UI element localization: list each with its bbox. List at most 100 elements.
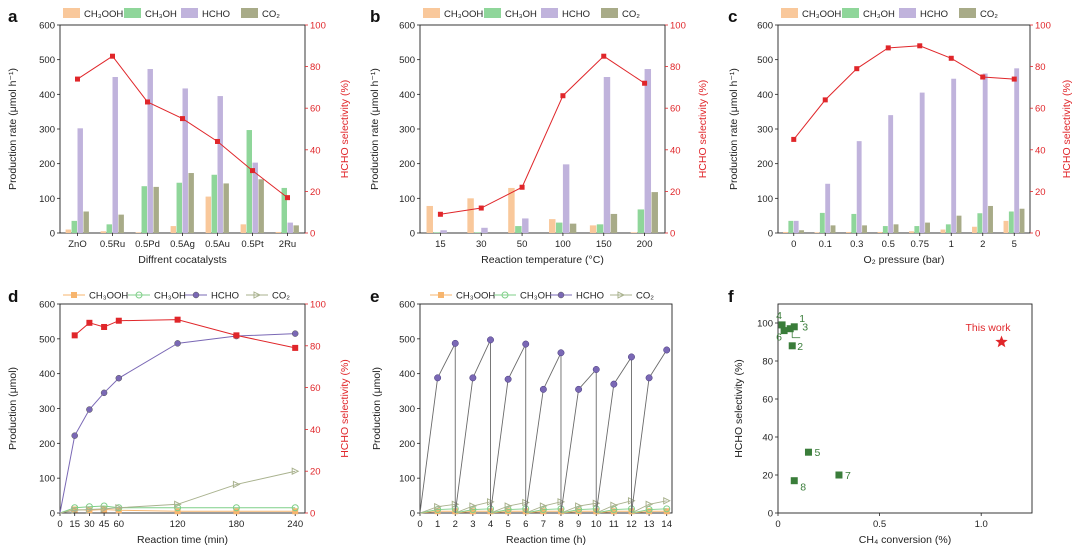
- panel-e-ch3oh-point: [663, 505, 671, 513]
- panel-a-xtick-label: 0.5Pt: [241, 239, 264, 250]
- panel-b-xlabel: Reaction temperature (°C): [481, 254, 604, 266]
- panel-e-hcho-line: [490, 343, 527, 514]
- panel-f-ytick-label: 20: [762, 471, 773, 482]
- panel-e-ytick-label: 500: [399, 334, 415, 345]
- panel-e-ytick-label: 0: [410, 509, 415, 520]
- panel-a-bar: [205, 196, 212, 233]
- panel-e-ch3ooh-point: [575, 508, 582, 515]
- panel-c-xtick-label: 0.1: [819, 239, 832, 250]
- panel-b-y2tick-label: 100: [670, 21, 686, 32]
- panel-e-xtick-label: 0: [417, 519, 422, 530]
- panel-d-selectivity-point: [174, 316, 181, 323]
- panel-c-bar: [925, 222, 930, 233]
- panel-e-hcho-marker: [592, 366, 600, 373]
- panel-e-letter: e: [370, 287, 379, 306]
- panel-d-series-point: [291, 467, 300, 476]
- panel-d-xtick-label: 240: [287, 519, 303, 530]
- panel-f-point-label: 8: [800, 482, 806, 494]
- panel-e-ch3oh-line: [596, 508, 632, 514]
- panel-b-y2tick-label: 40: [670, 145, 681, 156]
- panel-d-legend-label: HCHO: [211, 291, 239, 302]
- panel-a-bar: [135, 232, 142, 233]
- panel-e-xtick-label: 3: [470, 519, 475, 530]
- panel-a-bar: [211, 174, 217, 233]
- panel-b-bar: [426, 205, 433, 233]
- panel-e-xlabel: Reaction time (h): [506, 534, 586, 546]
- panel-b-bar: [562, 164, 570, 233]
- panel-c-xtick-label: 0.75: [911, 239, 930, 250]
- panel-e-legend-label: CH₃OOH: [456, 291, 495, 302]
- panel-e-ch3ooh-point: [469, 508, 476, 515]
- panel-e-hcho-marker: [451, 339, 459, 347]
- panel-f-letter: f: [728, 287, 734, 306]
- panel-e-hcho-marker: [645, 374, 653, 382]
- panel-c-bar: [982, 73, 988, 234]
- panel-f-xtick-label: 0.5: [873, 519, 886, 530]
- panel-a-bar: [106, 224, 112, 233]
- panel-e-xtick-label: 2: [453, 519, 458, 530]
- panel-c-bar: [972, 226, 977, 233]
- panel-e-hcho-marker: [504, 375, 512, 383]
- panel-d-series-point: [291, 330, 299, 337]
- panel-d-xtick-label: 120: [170, 519, 186, 530]
- panel-c-letter: c: [728, 7, 737, 26]
- panel-a-legend-label: CH₃OH: [145, 9, 177, 20]
- panel-b-selectivity-point: [560, 93, 566, 99]
- panel-d-ylabel: Production (μmol): [7, 367, 19, 450]
- panel-c-legend-label: CH₃OH: [863, 9, 895, 20]
- panel-b-y2tick-label: 0: [670, 229, 675, 240]
- panel-a-bar: [275, 231, 282, 233]
- panel-e-co2-line: [631, 500, 667, 514]
- panel-c-xtick-label: 2: [980, 239, 985, 250]
- panel-e-hcho-marker: [539, 385, 547, 393]
- panel-e-co2-point: [663, 496, 671, 505]
- panel-b-ytick-label: 300: [399, 125, 415, 136]
- panel-c-y2tick-label: 0: [1035, 229, 1040, 240]
- panel-f-point: [788, 342, 796, 350]
- panel-a-bar: [217, 96, 223, 233]
- panel-f-frame: [777, 303, 1033, 514]
- panel-e-co2-line: [490, 502, 526, 514]
- panel-e-ch3ooh-point: [434, 508, 441, 515]
- panel-e-legend-marker: [501, 291, 509, 299]
- panel-a-xtick-label: 0.5Pd: [135, 239, 160, 250]
- panel-f-point-label: 7: [845, 470, 851, 482]
- panel-a-bar: [287, 222, 293, 233]
- panel-c-ytick-label: 200: [757, 159, 773, 170]
- panel-f-this-work-label: This work: [966, 322, 1012, 334]
- panel-d-legend-label: CO₂: [272, 291, 290, 302]
- panel-d-series-point: [71, 432, 78, 439]
- panel-c-bar: [814, 232, 820, 233]
- panel-a-xtick-label: 2Ru: [279, 239, 296, 250]
- panel-f-point: [780, 327, 788, 335]
- panel-b-xtick-label: 200: [637, 239, 653, 250]
- panel-f-xlabel: CH₄ conversion (%): [859, 534, 951, 546]
- panel-a-bar: [258, 179, 264, 233]
- panel-a-bar: [147, 69, 153, 233]
- panel-b-xtick-label: 30: [476, 239, 487, 250]
- panel-d-selectivity-line: [74, 319, 296, 349]
- panel-f-ytick-label: 0: [768, 509, 773, 520]
- panel-f-point-label: 3: [802, 322, 808, 334]
- panel-f-ytick-label: 40: [762, 433, 773, 444]
- panel-c-ytick-label: 0: [768, 229, 773, 240]
- panel-c-bar: [919, 92, 925, 233]
- panel-a-selectivity-point: [110, 53, 115, 59]
- panel-d-y2tick-label: 80: [310, 341, 321, 352]
- panel-d-series-point: [174, 500, 182, 509]
- panel-c-bar: [851, 213, 857, 233]
- panel-c-bar: [846, 231, 851, 233]
- panel-d-series-point: [71, 506, 79, 515]
- panel-b-xtick-label: 150: [596, 239, 612, 250]
- panel-e-xtick-label: 14: [661, 519, 672, 530]
- panel-f-point: [778, 321, 786, 329]
- panel-a-y2tick-label: 60: [310, 104, 321, 115]
- panel-d-xtick-label: 0: [57, 519, 62, 530]
- panel-f-point-label: 1: [799, 313, 805, 325]
- panel-e-ytick-label: 200: [399, 439, 415, 450]
- panel-d-ytick-label: 300: [39, 404, 55, 415]
- panel-c-y2tick-label: 60: [1035, 104, 1046, 115]
- panel-c-selectivity-point: [791, 136, 797, 142]
- panel-c-xlabel: O₂ pressure (bar): [863, 254, 944, 266]
